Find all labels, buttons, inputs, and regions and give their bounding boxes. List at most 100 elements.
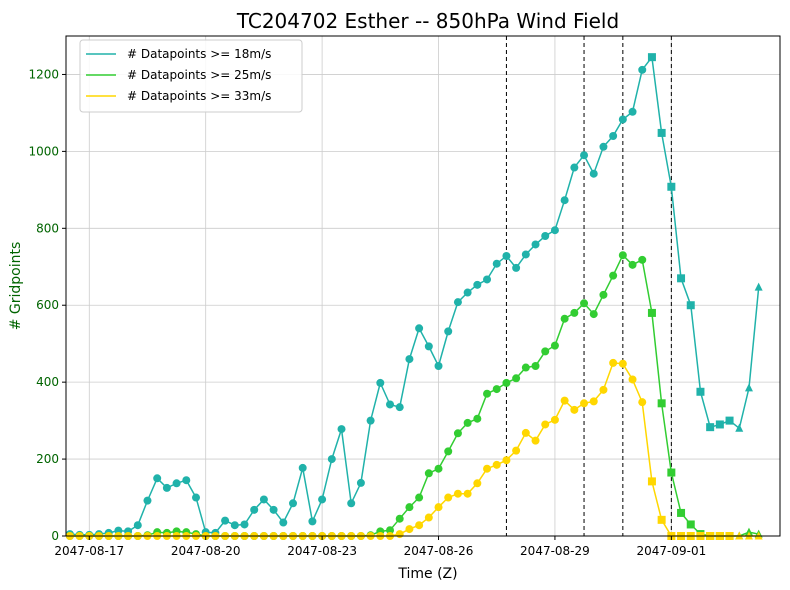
data-point-circle bbox=[570, 308, 579, 317]
data-point-circle bbox=[541, 232, 550, 240]
grid-layer bbox=[66, 36, 780, 537]
data-point-circle bbox=[550, 415, 559, 424]
data-point-circle bbox=[143, 496, 152, 505]
data-point-circle bbox=[473, 479, 482, 488]
data-point-circle bbox=[424, 342, 433, 351]
data-point-square bbox=[715, 420, 724, 429]
data-point-circle bbox=[483, 275, 492, 284]
data-point-circle bbox=[415, 521, 424, 530]
data-point-circle bbox=[240, 520, 249, 529]
data-point-circle bbox=[638, 65, 647, 74]
data-point-circle bbox=[133, 521, 142, 530]
data-point-circle bbox=[609, 271, 618, 280]
data-point-circle bbox=[347, 499, 356, 508]
data-point-circle bbox=[463, 288, 472, 297]
data-point-circle bbox=[521, 250, 530, 259]
data-point-circle bbox=[463, 489, 472, 498]
data-point-circle bbox=[560, 396, 569, 405]
legend-entry: # Datapoints >= 18m/s bbox=[127, 47, 271, 61]
data-point-circle bbox=[618, 115, 627, 124]
data-point-circle bbox=[638, 255, 647, 264]
data-point-circle bbox=[230, 521, 239, 530]
y-tick-label: 0 bbox=[51, 529, 59, 543]
data-point-square bbox=[677, 508, 686, 517]
data-point-square bbox=[686, 301, 695, 310]
data-point-circle bbox=[444, 327, 453, 336]
data-point-square bbox=[647, 477, 656, 486]
data-point-circle bbox=[153, 474, 162, 483]
data-point-circle bbox=[492, 460, 501, 469]
data-point-circle bbox=[298, 463, 307, 472]
data-point-circle bbox=[638, 398, 647, 407]
data-point-circle bbox=[599, 142, 608, 151]
data-point-circle bbox=[473, 280, 482, 289]
data-point-circle bbox=[415, 493, 424, 502]
x-tick-label: 2047-08-20 bbox=[171, 544, 241, 558]
data-point-circle bbox=[512, 263, 521, 272]
data-point-circle bbox=[405, 503, 414, 512]
data-point-square bbox=[696, 387, 705, 396]
y-axis-label: # Gridpoints bbox=[8, 242, 24, 331]
data-point-square bbox=[647, 308, 656, 317]
data-point-circle bbox=[502, 378, 511, 387]
data-point-circle bbox=[221, 516, 230, 525]
data-point-circle bbox=[512, 446, 521, 455]
x-tick-label: 2047-08-29 bbox=[520, 544, 590, 558]
data-point-circle bbox=[550, 226, 559, 235]
x-tick-label: 2047-08-23 bbox=[287, 544, 357, 558]
data-point-circle bbox=[308, 517, 317, 526]
data-point-circle bbox=[473, 414, 482, 423]
y-tick-label: 400 bbox=[36, 375, 59, 389]
data-point-circle bbox=[250, 505, 259, 514]
data-point-circle bbox=[541, 420, 550, 429]
data-point-circle bbox=[444, 447, 453, 456]
data-point-circle bbox=[453, 429, 462, 438]
data-point-circle bbox=[259, 495, 268, 504]
legend: # Datapoints >= 18m/s # Datapoints >= 25m… bbox=[79, 39, 303, 113]
data-point-square bbox=[706, 423, 715, 432]
data-point-circle bbox=[318, 495, 327, 504]
data-point-circle bbox=[580, 299, 589, 308]
y-tick-label: 1200 bbox=[28, 67, 59, 81]
data-point-circle bbox=[609, 132, 618, 140]
data-point-square bbox=[667, 468, 676, 477]
data-point-square bbox=[657, 399, 666, 408]
data-point-circle bbox=[599, 290, 608, 299]
data-point-circle bbox=[444, 493, 453, 502]
data-point-circle bbox=[434, 464, 443, 473]
y-tick-label: 1000 bbox=[28, 144, 59, 158]
data-point-circle bbox=[483, 464, 492, 473]
data-point-square bbox=[677, 274, 686, 283]
data-point-circle bbox=[512, 374, 521, 383]
data-point-circle bbox=[405, 355, 414, 364]
data-point-square bbox=[725, 416, 734, 425]
data-point-triangle bbox=[754, 282, 763, 291]
data-point-circle bbox=[463, 418, 472, 427]
data-point-circle bbox=[541, 347, 550, 356]
data-point-square bbox=[667, 182, 676, 191]
tick-layer: 2047-08-17 2047-08-20 2047-08-23 2047-08-26… bbox=[28, 67, 706, 558]
data-point-square bbox=[657, 515, 666, 524]
data-point-circle bbox=[570, 405, 579, 414]
data-point-circle bbox=[580, 151, 589, 160]
data-point-circle bbox=[589, 169, 598, 178]
data-point-circle bbox=[453, 489, 462, 498]
data-point-circle bbox=[376, 378, 385, 387]
legend-box bbox=[79, 39, 303, 113]
data-point-circle bbox=[628, 375, 637, 384]
data-point-circle bbox=[424, 513, 433, 522]
data-point-circle bbox=[162, 483, 171, 492]
data-point-circle bbox=[279, 518, 288, 527]
data-point-circle bbox=[492, 385, 501, 394]
data-point-circle bbox=[628, 107, 637, 116]
data-point-circle bbox=[560, 196, 569, 205]
data-point-circle bbox=[424, 469, 433, 478]
data-point-circle bbox=[531, 240, 540, 249]
data-point-circle bbox=[609, 358, 618, 367]
data-point-circle bbox=[453, 298, 462, 307]
data-point-circle bbox=[589, 397, 598, 406]
data-point-circle bbox=[434, 362, 443, 370]
data-point-circle bbox=[580, 399, 589, 408]
data-point-circle bbox=[570, 163, 579, 172]
